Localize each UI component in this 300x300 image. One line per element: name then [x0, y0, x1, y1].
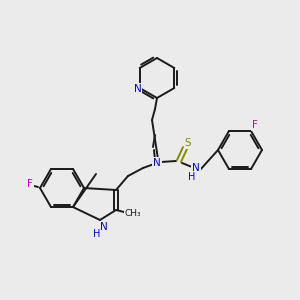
Text: N: N [153, 158, 161, 168]
Text: F: F [27, 179, 33, 189]
Text: H: H [93, 229, 101, 239]
Text: H: H [188, 172, 196, 182]
Text: N: N [192, 163, 200, 173]
Text: N: N [134, 84, 142, 94]
Text: S: S [185, 138, 191, 148]
Text: F: F [252, 120, 258, 130]
Text: N: N [100, 222, 108, 232]
Text: CH₃: CH₃ [125, 209, 141, 218]
